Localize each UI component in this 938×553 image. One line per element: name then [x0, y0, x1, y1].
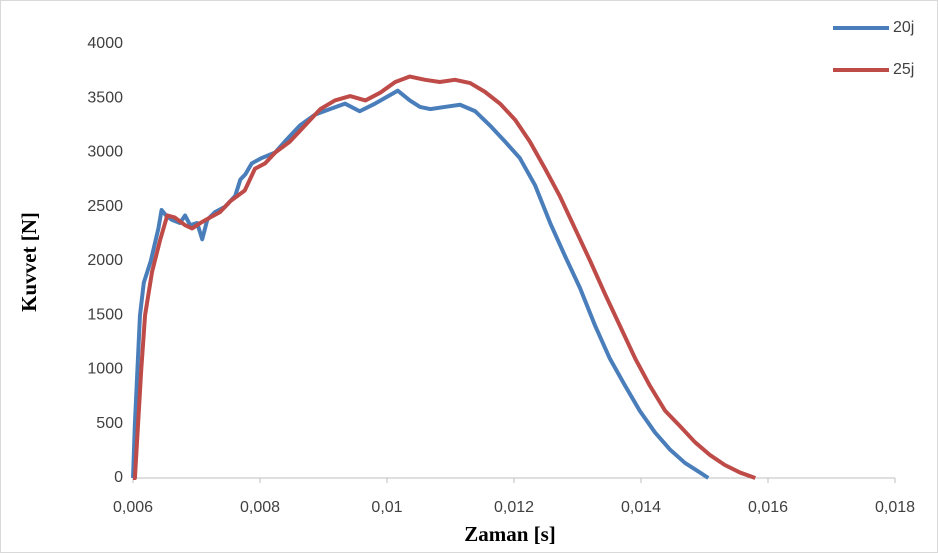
y-tick-label: 0	[114, 469, 123, 486]
y-tick-label: 3500	[87, 89, 123, 106]
y-tick-label: 2500	[87, 198, 123, 215]
legend-label: 20j	[893, 19, 914, 36]
x-tick-label: 0,01	[371, 499, 402, 516]
y-tick-label: 2000	[87, 252, 123, 269]
x-axis-title: Zaman [s]	[464, 522, 556, 546]
x-tick-label: 0,016	[748, 499, 788, 516]
data-line	[131, 88, 710, 480]
y-tick-label: 3000	[87, 144, 123, 161]
y-axis-title: Kuvvet [N]	[17, 212, 41, 312]
data-line	[132, 74, 756, 480]
x-tick-label: 0,008	[240, 499, 280, 516]
y-tick-label: 1000	[87, 361, 123, 378]
x-tick-label: 0,012	[494, 499, 534, 516]
x-tick-label: 0,018	[875, 499, 915, 516]
x-tick-label: 0,006	[113, 499, 153, 516]
legend-label: 25j	[893, 61, 914, 78]
x-tick-label: 0,014	[621, 499, 661, 516]
y-tick-label: 1500	[87, 306, 123, 323]
y-tick-label: 4000	[87, 35, 123, 52]
y-tick-label: 500	[96, 415, 123, 432]
